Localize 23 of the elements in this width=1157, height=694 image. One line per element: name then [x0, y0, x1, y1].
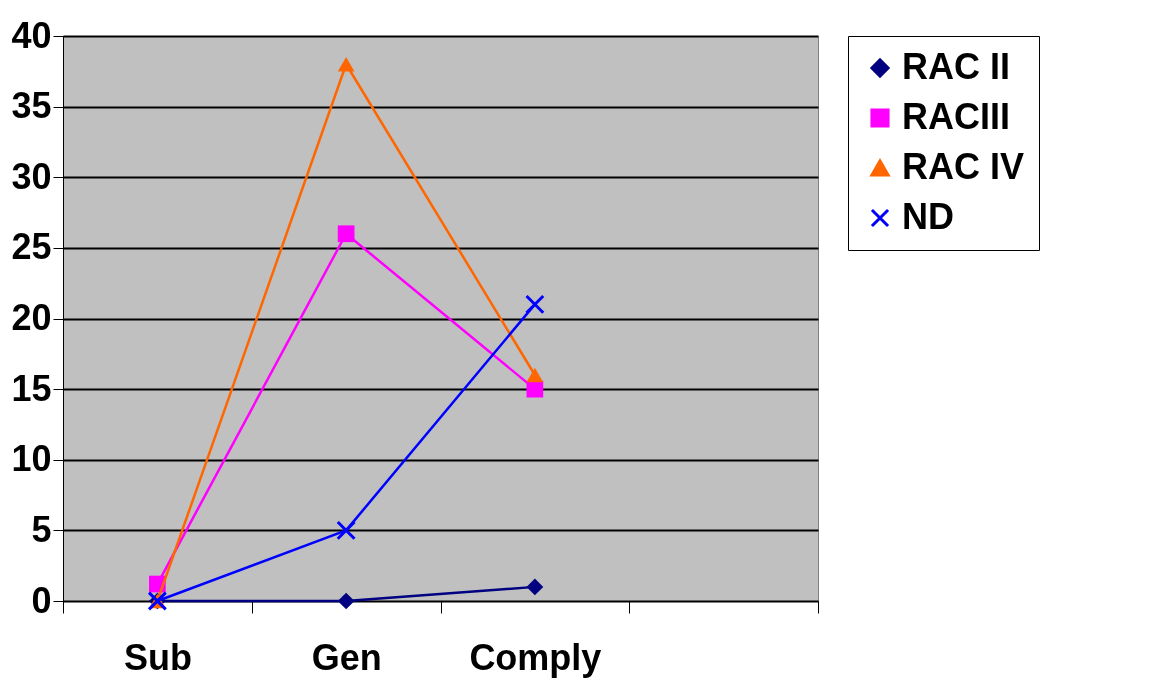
y-tick-label: 25: [11, 226, 52, 268]
legend-label: RAC II: [902, 46, 1010, 87]
y-tick-label: 30: [11, 155, 52, 197]
point: [526, 578, 544, 596]
y-tick-label: 0: [31, 579, 52, 621]
legend-label: RAC IV: [902, 146, 1025, 187]
point: [337, 592, 355, 610]
x-tick-label: Comply: [469, 636, 602, 678]
point: [525, 294, 545, 315]
point: [337, 225, 355, 243]
y-tick-label: 40: [11, 14, 52, 56]
point: [336, 520, 356, 541]
y-tick-label: 15: [11, 367, 52, 409]
y-tick-label: 5: [31, 508, 52, 550]
y-tick-label: 10: [11, 438, 52, 480]
legend-label: RACIII: [902, 96, 1010, 137]
x-tick-label: Sub: [123, 636, 192, 678]
point: [337, 57, 355, 72]
y-tick-label: 35: [11, 85, 52, 127]
x-tick-label: Gen: [311, 636, 382, 678]
y-tick-label: 20: [11, 297, 52, 338]
legend-label: ND: [902, 196, 954, 237]
point: [526, 367, 544, 383]
